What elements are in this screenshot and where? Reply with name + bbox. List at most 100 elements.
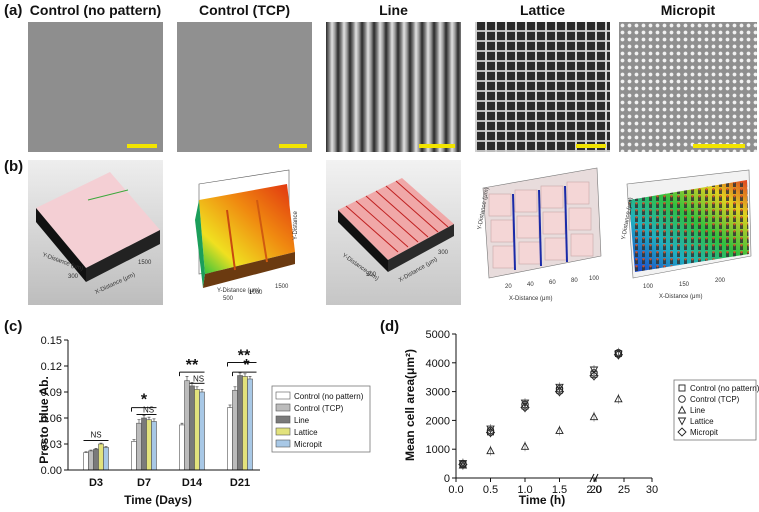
axis-tick: 40 <box>527 282 534 288</box>
x-tick-label: 30 <box>646 484 658 496</box>
x-tick-label: 1.0 <box>517 484 532 496</box>
y-tick-label: 0.06 <box>41 413 62 425</box>
y-tick-label: 3000 <box>426 387 450 399</box>
legend-label: Control (TCP) <box>294 404 344 413</box>
y-tick-label: 5000 <box>426 329 450 341</box>
3d-profile-line: Y-Distance (μm) X-Distance (μm) 500 300 <box>326 160 461 305</box>
axis-break-mark <box>589 473 595 483</box>
sig-label: NS <box>90 431 101 440</box>
sig-label: NS <box>193 374 204 383</box>
3d-profile-lattice: Y-Distance (μm) X-Distance (μm) 20 40 60… <box>475 160 610 305</box>
legend-label: Lattice <box>690 417 714 426</box>
y-tick-label: 4000 <box>426 358 450 370</box>
legend-box <box>673 379 757 441</box>
bar <box>194 389 200 471</box>
x-tick-label: 25 <box>618 484 630 496</box>
column-title-line: Line <box>379 2 408 18</box>
data-point <box>554 386 565 397</box>
bar <box>151 421 157 471</box>
bar <box>237 375 243 471</box>
x-tick-label: 2.0 <box>586 484 601 496</box>
bar <box>227 407 233 471</box>
axis-tick: 100 <box>643 284 654 290</box>
legend-label: Control (TCP) <box>690 395 740 404</box>
axis-tick: 300 <box>68 274 79 280</box>
x-tick-label: D14 <box>182 477 203 489</box>
panel-label-a: (a) <box>4 2 23 19</box>
data-point <box>520 441 530 450</box>
legend-marker <box>678 384 686 392</box>
axis-tick: 1000 <box>249 290 263 296</box>
axis-tick: 1500 <box>138 260 152 266</box>
bar <box>136 422 142 471</box>
legend-label: Line <box>690 406 706 415</box>
panel-label-c: (c) <box>4 318 23 335</box>
x-axis-title: X-Distance (μm) <box>659 294 702 300</box>
y-tick-label: 0.09 <box>41 387 62 399</box>
legend-marker <box>677 417 687 426</box>
column-title-tcp: Control (TCP) <box>199 2 290 18</box>
sig-label: * <box>243 357 250 374</box>
data-point <box>555 426 564 434</box>
x-tick-label: D3 <box>89 477 103 489</box>
x-axis-label: Time (Days) <box>124 493 192 507</box>
sig-label: * <box>141 392 148 409</box>
axis-tick: 500 <box>366 272 377 278</box>
legend-swatch <box>275 439 291 448</box>
legend-label: Micropit <box>690 428 719 437</box>
scale-bar <box>419 144 455 148</box>
legend-marker <box>678 395 686 403</box>
x-tick-label: D21 <box>230 477 250 489</box>
sem-image-line <box>326 22 461 152</box>
y-tick-label: 2000 <box>426 415 450 427</box>
scale-bar <box>576 144 606 148</box>
y-tick-label: 0.03 <box>41 439 62 451</box>
data-point <box>486 446 495 455</box>
legend-swatch <box>275 391 291 400</box>
axis-tick: 100 <box>589 276 600 282</box>
data-point <box>458 459 468 470</box>
3d-profile-no-pattern: Y-Distance (μm) X-Distance (μm) 300 1500 <box>28 160 163 305</box>
x-tick-label: 0.5 <box>483 484 498 496</box>
legend-swatch <box>275 403 291 412</box>
legend-marker <box>677 405 687 414</box>
data-point <box>613 350 624 360</box>
data-point <box>589 371 599 381</box>
bar <box>98 443 104 471</box>
legend-label: Line <box>294 416 310 425</box>
data-point <box>589 366 599 375</box>
legend-label: Lattice <box>294 428 318 437</box>
legend-label: Micropit <box>294 440 323 449</box>
sig-label: ** <box>238 348 251 365</box>
legend-marker <box>677 427 687 437</box>
bar <box>103 447 109 471</box>
bar <box>83 452 89 471</box>
3d-profile-micropit: Y-Distance (μm) X-Distance (μm) 100 150 … <box>619 160 757 305</box>
scale-bar <box>693 144 745 148</box>
y-axis-title: Y-Distance <box>293 211 299 240</box>
x-tick-label: 0.0 <box>448 484 463 496</box>
legend-label: Control (no pattern) <box>294 392 364 401</box>
sem-image-lattice <box>475 22 610 152</box>
x-axis-title: Y-Distance (μm) <box>217 288 260 294</box>
data-point <box>614 394 623 403</box>
bar <box>242 376 248 471</box>
data-point <box>486 425 495 434</box>
y-tick-label: 1000 <box>426 444 450 456</box>
bar <box>141 417 147 471</box>
cell-area-scatter-chart: 0 1000 2000 3000 4000 5000 0.0 0.5 1.0 1.5 2.020 2… <box>403 329 759 507</box>
sem-image-tcp <box>177 22 312 152</box>
bar <box>146 419 152 471</box>
y-tick-label: 0.12 <box>41 361 62 373</box>
data-point <box>520 399 530 408</box>
axis-tick: 60 <box>549 280 556 286</box>
axis-tick: 200 <box>715 278 726 284</box>
bar <box>199 391 205 471</box>
x-tick-label: 20 <box>590 484 602 496</box>
y-tick-label: 0 <box>444 473 450 485</box>
bar <box>247 378 253 471</box>
sig-label: ** <box>186 357 199 374</box>
data-point <box>589 412 599 421</box>
legend-label: Control (no pattern) <box>690 384 759 393</box>
axis-tick: 80 <box>571 278 578 284</box>
